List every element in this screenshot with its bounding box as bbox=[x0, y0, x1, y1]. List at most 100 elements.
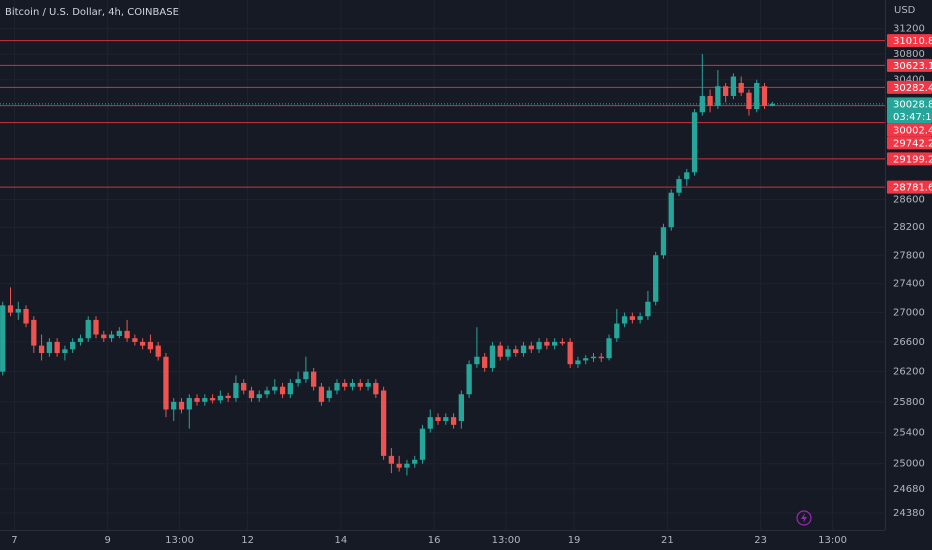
candles bbox=[0, 54, 775, 476]
candle-body bbox=[544, 341, 550, 346]
candle-body bbox=[435, 417, 441, 421]
x-tick-label: 7 bbox=[11, 535, 17, 546]
candle-body bbox=[217, 395, 224, 401]
candle-body bbox=[349, 382, 356, 387]
x-axis: 7 9 13:00 12 14 16 13:00 19 21 23 13:00 bbox=[11, 535, 847, 546]
y-tick-label: 25000 bbox=[893, 459, 925, 470]
candle-body bbox=[303, 371, 309, 380]
y-axis: 31200 30800 30400 28600 28200 27800 27400 27000… bbox=[887, 24, 932, 519]
x-tick-label: 21 bbox=[661, 535, 674, 546]
candle-body bbox=[676, 179, 682, 193]
candle-body bbox=[614, 323, 620, 339]
candle-body bbox=[318, 386, 325, 402]
candle-body bbox=[272, 386, 278, 391]
candle-body bbox=[0, 305, 6, 372]
candle-body bbox=[590, 356, 597, 359]
candle-body bbox=[668, 192, 674, 228]
x-tick-label: 12 bbox=[241, 535, 254, 546]
candle-body bbox=[707, 95, 713, 106]
candle-body bbox=[427, 417, 433, 429]
candle-body bbox=[412, 459, 418, 464]
candle-body bbox=[357, 382, 363, 387]
candle-body bbox=[264, 390, 270, 395]
candle-body bbox=[233, 382, 239, 399]
candle-body bbox=[396, 463, 402, 468]
y-tick-label: 30400 bbox=[893, 75, 925, 86]
candle-body bbox=[738, 82, 744, 93]
x-tick-label: 9 bbox=[104, 535, 110, 546]
candle-body bbox=[551, 341, 558, 346]
candle-body bbox=[62, 349, 68, 354]
candle-body bbox=[419, 428, 426, 460]
candle-body bbox=[699, 95, 705, 113]
x-tick-label: 14 bbox=[334, 535, 347, 546]
candle-body bbox=[621, 316, 628, 324]
candle-body bbox=[365, 382, 371, 387]
chart-title: Bitcoin / U.S. Dollar, 4h, COINBASE bbox=[5, 7, 179, 18]
candle-body bbox=[93, 319, 99, 335]
candle-body bbox=[489, 345, 496, 368]
candle-body bbox=[342, 382, 348, 387]
price-label: 29199.24 bbox=[893, 154, 932, 165]
y-tick-label: 25800 bbox=[893, 397, 925, 408]
y-tick-label: 26200 bbox=[893, 367, 925, 378]
candle-body bbox=[287, 382, 293, 395]
y-tick-label: 25400 bbox=[893, 428, 925, 439]
candle-body bbox=[606, 338, 612, 359]
candle-body bbox=[536, 341, 542, 350]
candle-body bbox=[559, 341, 566, 344]
candle-body bbox=[575, 360, 581, 365]
candle-body bbox=[513, 349, 519, 354]
candle-body bbox=[132, 338, 138, 342]
candle-body bbox=[388, 455, 395, 464]
y-tick-label: 31200 bbox=[893, 24, 925, 35]
candle-body bbox=[334, 382, 340, 391]
x-tick-label: 13:00 bbox=[165, 535, 194, 546]
price-label: 29742.23 bbox=[893, 138, 932, 149]
candle-body bbox=[637, 316, 643, 320]
candle-body bbox=[209, 398, 216, 401]
candle-body bbox=[660, 227, 667, 256]
candle-body bbox=[730, 76, 737, 96]
x-tick-label: 13:00 bbox=[492, 535, 521, 546]
candle-body bbox=[171, 401, 177, 410]
candle-body bbox=[458, 394, 464, 421]
candle-body bbox=[186, 398, 192, 410]
price-label-bg bbox=[887, 97, 932, 124]
price-label: 30623.10 bbox=[893, 61, 932, 72]
candle-body bbox=[715, 86, 721, 106]
candle-body bbox=[225, 395, 231, 399]
candle-body bbox=[505, 349, 511, 357]
lightning-icon[interactable] bbox=[796, 510, 812, 526]
candle-body bbox=[15, 308, 21, 313]
y-tick-label: 30800 bbox=[893, 49, 925, 60]
candle-body bbox=[769, 103, 775, 106]
candle-body bbox=[77, 338, 84, 342]
y-tick-label: 28200 bbox=[893, 222, 925, 233]
candle-body bbox=[583, 358, 589, 361]
candle-body bbox=[85, 319, 91, 339]
candle-body bbox=[567, 341, 573, 365]
candle-body bbox=[108, 334, 115, 339]
price-label-bg bbox=[887, 152, 932, 166]
candle-body bbox=[404, 463, 410, 468]
candle-body bbox=[70, 341, 76, 350]
candle-body bbox=[528, 345, 534, 350]
candle-body bbox=[761, 86, 768, 106]
candle-body bbox=[38, 345, 45, 354]
candle-body bbox=[241, 382, 247, 391]
candle-body bbox=[645, 301, 651, 317]
y-tick-label: 27400 bbox=[893, 279, 925, 290]
candle-body bbox=[124, 330, 130, 339]
price-label: 03:47:17 bbox=[893, 112, 932, 123]
candle-body bbox=[101, 334, 107, 339]
candle-body bbox=[295, 379, 301, 383]
candle-body bbox=[746, 92, 752, 110]
price-label-bg bbox=[887, 180, 932, 194]
candle-body bbox=[31, 319, 37, 346]
x-tick-label: 19 bbox=[568, 535, 581, 546]
y-tick-label: 24680 bbox=[893, 484, 925, 495]
y-tick-label: 26600 bbox=[893, 337, 925, 348]
